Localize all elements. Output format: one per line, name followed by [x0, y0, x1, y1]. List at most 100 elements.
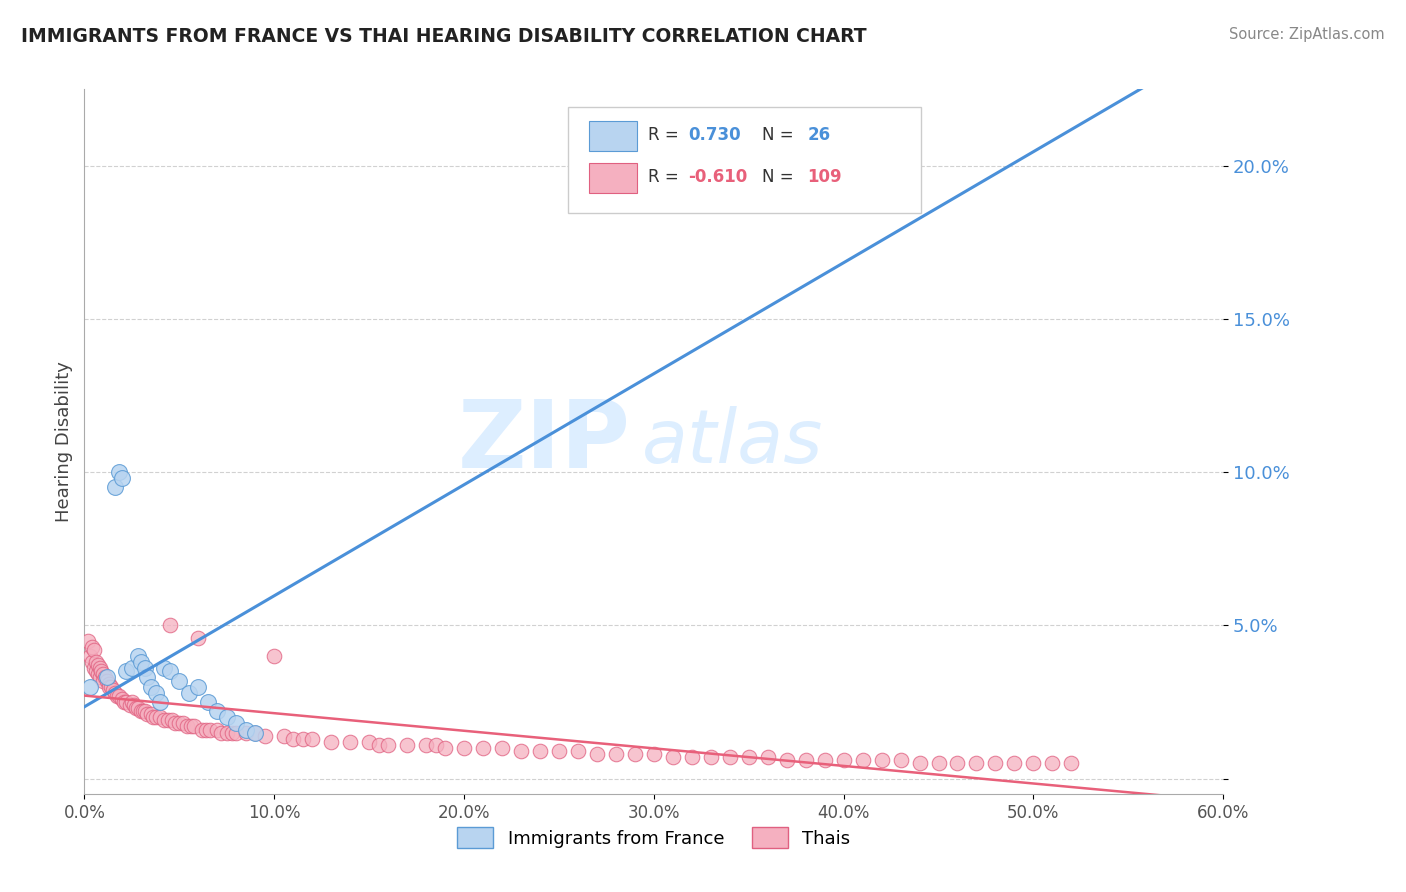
Point: [245, 725, 267, 739]
Point: [197, 695, 219, 709]
Text: N =: N =: [762, 169, 799, 186]
Point: [301, 731, 323, 746]
Point: [169, 673, 191, 688]
Point: [852, 753, 875, 767]
Point: [112, 695, 135, 709]
Point: [396, 738, 419, 752]
Point: [83, 661, 105, 675]
Point: [86, 658, 108, 673]
Point: [662, 750, 685, 764]
Point: [425, 738, 447, 752]
Point: [149, 695, 172, 709]
Point: [870, 753, 893, 767]
Point: [131, 655, 153, 669]
Point: [104, 481, 127, 495]
Point: [121, 661, 143, 675]
Text: R =: R =: [648, 126, 685, 144]
Point: [586, 747, 609, 761]
Text: 26: 26: [807, 126, 831, 144]
Point: [194, 723, 217, 737]
Point: [225, 716, 247, 731]
Point: [187, 631, 209, 645]
Point: [149, 710, 172, 724]
Point: [153, 661, 176, 675]
Point: [83, 643, 105, 657]
Point: [367, 738, 389, 752]
Text: -0.610: -0.610: [688, 169, 747, 186]
Point: [153, 714, 176, 728]
Point: [115, 695, 138, 709]
Point: [96, 670, 118, 684]
Point: [415, 738, 437, 752]
Point: [176, 719, 198, 733]
Text: 109: 109: [807, 169, 842, 186]
Point: [89, 661, 111, 675]
Point: [718, 750, 741, 764]
Text: N =: N =: [762, 126, 799, 144]
FancyBboxPatch shape: [568, 107, 921, 212]
Point: [127, 648, 149, 663]
Point: [84, 655, 107, 669]
Point: [1060, 756, 1083, 771]
Point: [221, 725, 243, 739]
Point: [180, 719, 202, 733]
Point: [643, 747, 665, 761]
FancyBboxPatch shape: [589, 163, 637, 193]
Point: [98, 680, 121, 694]
Point: [700, 750, 723, 764]
Point: [814, 753, 837, 767]
Point: [124, 701, 146, 715]
Point: [263, 648, 285, 663]
Point: [1004, 756, 1026, 771]
Point: [1022, 756, 1045, 771]
Point: [183, 719, 205, 733]
Point: [235, 723, 257, 737]
Point: [142, 710, 165, 724]
Point: [93, 667, 115, 681]
Point: [104, 686, 127, 700]
Point: [890, 753, 912, 767]
Point: [100, 680, 122, 694]
Point: [93, 673, 115, 688]
Text: atlas: atlas: [643, 406, 824, 477]
Point: [209, 725, 232, 739]
Point: [84, 665, 107, 679]
Point: [245, 725, 267, 739]
Point: [273, 729, 295, 743]
Point: [172, 716, 194, 731]
Point: [434, 740, 457, 755]
Point: [136, 670, 159, 684]
Point: [966, 756, 988, 771]
Point: [134, 704, 156, 718]
Point: [215, 710, 238, 724]
Point: [96, 673, 118, 688]
Point: [86, 667, 108, 681]
Point: [111, 692, 134, 706]
Point: [111, 471, 134, 485]
Point: [377, 738, 399, 752]
Point: [177, 686, 200, 700]
Point: [122, 698, 145, 712]
Point: [159, 618, 181, 632]
Y-axis label: Hearing Disability: Hearing Disability: [55, 361, 73, 522]
Point: [567, 744, 589, 758]
Point: [169, 716, 191, 731]
Point: [928, 756, 950, 771]
Point: [159, 665, 181, 679]
Point: [321, 735, 343, 749]
Point: [94, 670, 117, 684]
Point: [98, 676, 121, 690]
Point: [283, 731, 305, 746]
Point: [510, 744, 533, 758]
Point: [776, 753, 799, 767]
Point: [207, 723, 229, 737]
Point: [121, 695, 143, 709]
Point: [794, 159, 817, 173]
Point: [77, 633, 100, 648]
Point: [79, 680, 101, 694]
Point: [145, 710, 167, 724]
Point: [215, 725, 238, 739]
Point: [134, 661, 156, 675]
Point: [80, 655, 103, 669]
Point: [145, 686, 167, 700]
